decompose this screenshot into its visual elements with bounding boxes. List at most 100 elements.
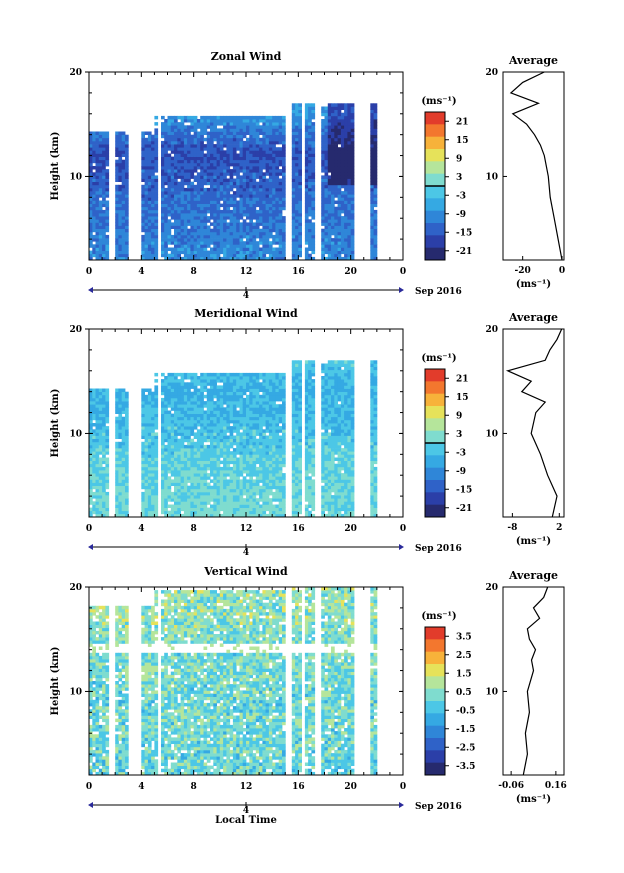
heatmap-cell bbox=[232, 376, 237, 380]
heatmap-cell bbox=[141, 448, 145, 452]
heatmap-cell bbox=[180, 379, 185, 383]
heatmap-cell bbox=[200, 125, 204, 129]
heatmap-cell bbox=[350, 153, 355, 157]
heatmap-cell bbox=[89, 147, 93, 151]
heatmap-cell bbox=[174, 234, 178, 239]
heatmap-cell bbox=[252, 253, 257, 258]
heatmap-cell bbox=[98, 510, 103, 515]
heatmap-cell bbox=[252, 234, 257, 239]
heatmap-cell bbox=[121, 169, 126, 173]
heatmap-cell bbox=[141, 228, 145, 233]
heatmap-cell bbox=[223, 479, 227, 483]
heatmap-cell bbox=[187, 479, 191, 483]
heatmap-cell bbox=[187, 119, 191, 123]
heatmap-cell bbox=[164, 131, 168, 135]
heatmap-cell bbox=[308, 144, 312, 148]
heatmap-cell bbox=[232, 460, 237, 465]
heatmap-cell bbox=[167, 162, 172, 167]
heatmap-cell bbox=[226, 178, 231, 182]
heatmap-cell bbox=[174, 256, 178, 261]
heatmap-cell bbox=[337, 125, 342, 129]
heatmap-cell bbox=[170, 416, 175, 421]
heatmap-cell bbox=[324, 144, 329, 148]
heatmap-cell bbox=[98, 479, 103, 483]
heatmap-cell bbox=[226, 122, 231, 126]
heatmap-cell bbox=[89, 501, 93, 505]
heatmap-cell bbox=[118, 394, 123, 399]
heatmap-cell bbox=[291, 178, 296, 182]
avg-frame bbox=[502, 71, 565, 261]
heatmap-cell bbox=[344, 184, 348, 189]
heatmap-cell bbox=[311, 184, 316, 189]
heatmap-cell bbox=[347, 112, 352, 117]
heatmap-cell bbox=[239, 166, 244, 170]
heatmap-cell bbox=[147, 178, 152, 182]
heatmap-cell bbox=[282, 159, 286, 164]
heatmap-cell bbox=[190, 444, 195, 449]
heatmap-cell bbox=[242, 200, 247, 204]
heatmap-cell bbox=[98, 451, 103, 455]
heatmap-cell bbox=[337, 197, 342, 201]
heatmap-cell bbox=[373, 238, 378, 242]
heatmap-cell bbox=[167, 470, 172, 474]
heatmap-cell bbox=[180, 479, 185, 483]
heatmap-cell bbox=[213, 448, 217, 452]
heatmap-cell bbox=[95, 184, 100, 189]
heatmap-cell bbox=[255, 203, 260, 208]
heatmap-cell bbox=[190, 181, 195, 186]
heatmap-cell bbox=[183, 203, 188, 208]
heatmap-cell bbox=[200, 470, 204, 474]
heatmap-cell bbox=[98, 225, 103, 229]
heatmap-cell bbox=[151, 250, 155, 255]
heatmap-cell bbox=[268, 144, 273, 148]
heatmap-cell bbox=[337, 191, 342, 195]
heatmap-cell bbox=[272, 162, 276, 167]
heatmap-cell bbox=[125, 213, 129, 217]
heatmap-cell bbox=[154, 166, 159, 170]
heatmap-cell bbox=[334, 115, 338, 120]
heatmap-cell bbox=[275, 197, 280, 201]
heatmap-cell bbox=[282, 134, 286, 139]
heatmap-cell bbox=[89, 438, 93, 443]
heatmap-cell bbox=[115, 256, 119, 261]
heatmap-cell bbox=[373, 194, 378, 198]
heatmap-cell bbox=[174, 213, 178, 217]
heatmap-cell bbox=[298, 234, 302, 239]
heatmap-cell bbox=[324, 187, 329, 192]
heatmap-cell bbox=[347, 250, 352, 255]
heatmap-cell bbox=[174, 391, 178, 396]
heatmap-cell bbox=[347, 115, 352, 120]
heatmap-cell bbox=[340, 144, 345, 148]
heatmap-cell bbox=[210, 485, 214, 490]
heatmap-cell bbox=[291, 256, 296, 261]
heatmap-cell bbox=[246, 234, 250, 239]
heatmap-cell bbox=[223, 234, 227, 239]
heatmap-cell bbox=[311, 112, 316, 117]
heatmap-cell bbox=[327, 156, 332, 161]
heatmap-cell bbox=[95, 140, 100, 145]
heatmap-cell bbox=[190, 466, 195, 471]
heatmap-cell bbox=[304, 122, 309, 126]
heatmap-cell bbox=[337, 234, 342, 239]
heatmap-cell bbox=[118, 435, 123, 439]
heatmap-cell bbox=[118, 206, 123, 211]
heatmap-cell bbox=[373, 184, 378, 189]
heatmap-cell bbox=[125, 150, 129, 154]
heatmap-cell bbox=[193, 379, 198, 383]
heatmap-cell bbox=[219, 115, 224, 120]
heatmap-cell bbox=[232, 476, 237, 480]
heatmap-cell bbox=[180, 416, 185, 421]
heatmap-cell bbox=[92, 187, 96, 192]
heatmap-cell bbox=[216, 501, 221, 505]
heatmap-cell bbox=[151, 460, 155, 465]
heatmap-cell bbox=[187, 134, 191, 139]
heatmap-cell bbox=[196, 394, 201, 399]
heatmap-cell bbox=[337, 162, 342, 167]
heatmap-cell bbox=[236, 209, 240, 214]
heatmap-cell bbox=[213, 379, 217, 383]
heatmap-cells bbox=[89, 103, 378, 261]
heatmap-cell bbox=[196, 194, 201, 198]
heatmap-cell bbox=[102, 225, 106, 229]
heatmap-cell bbox=[154, 184, 159, 189]
heatmap-cell bbox=[164, 137, 168, 142]
